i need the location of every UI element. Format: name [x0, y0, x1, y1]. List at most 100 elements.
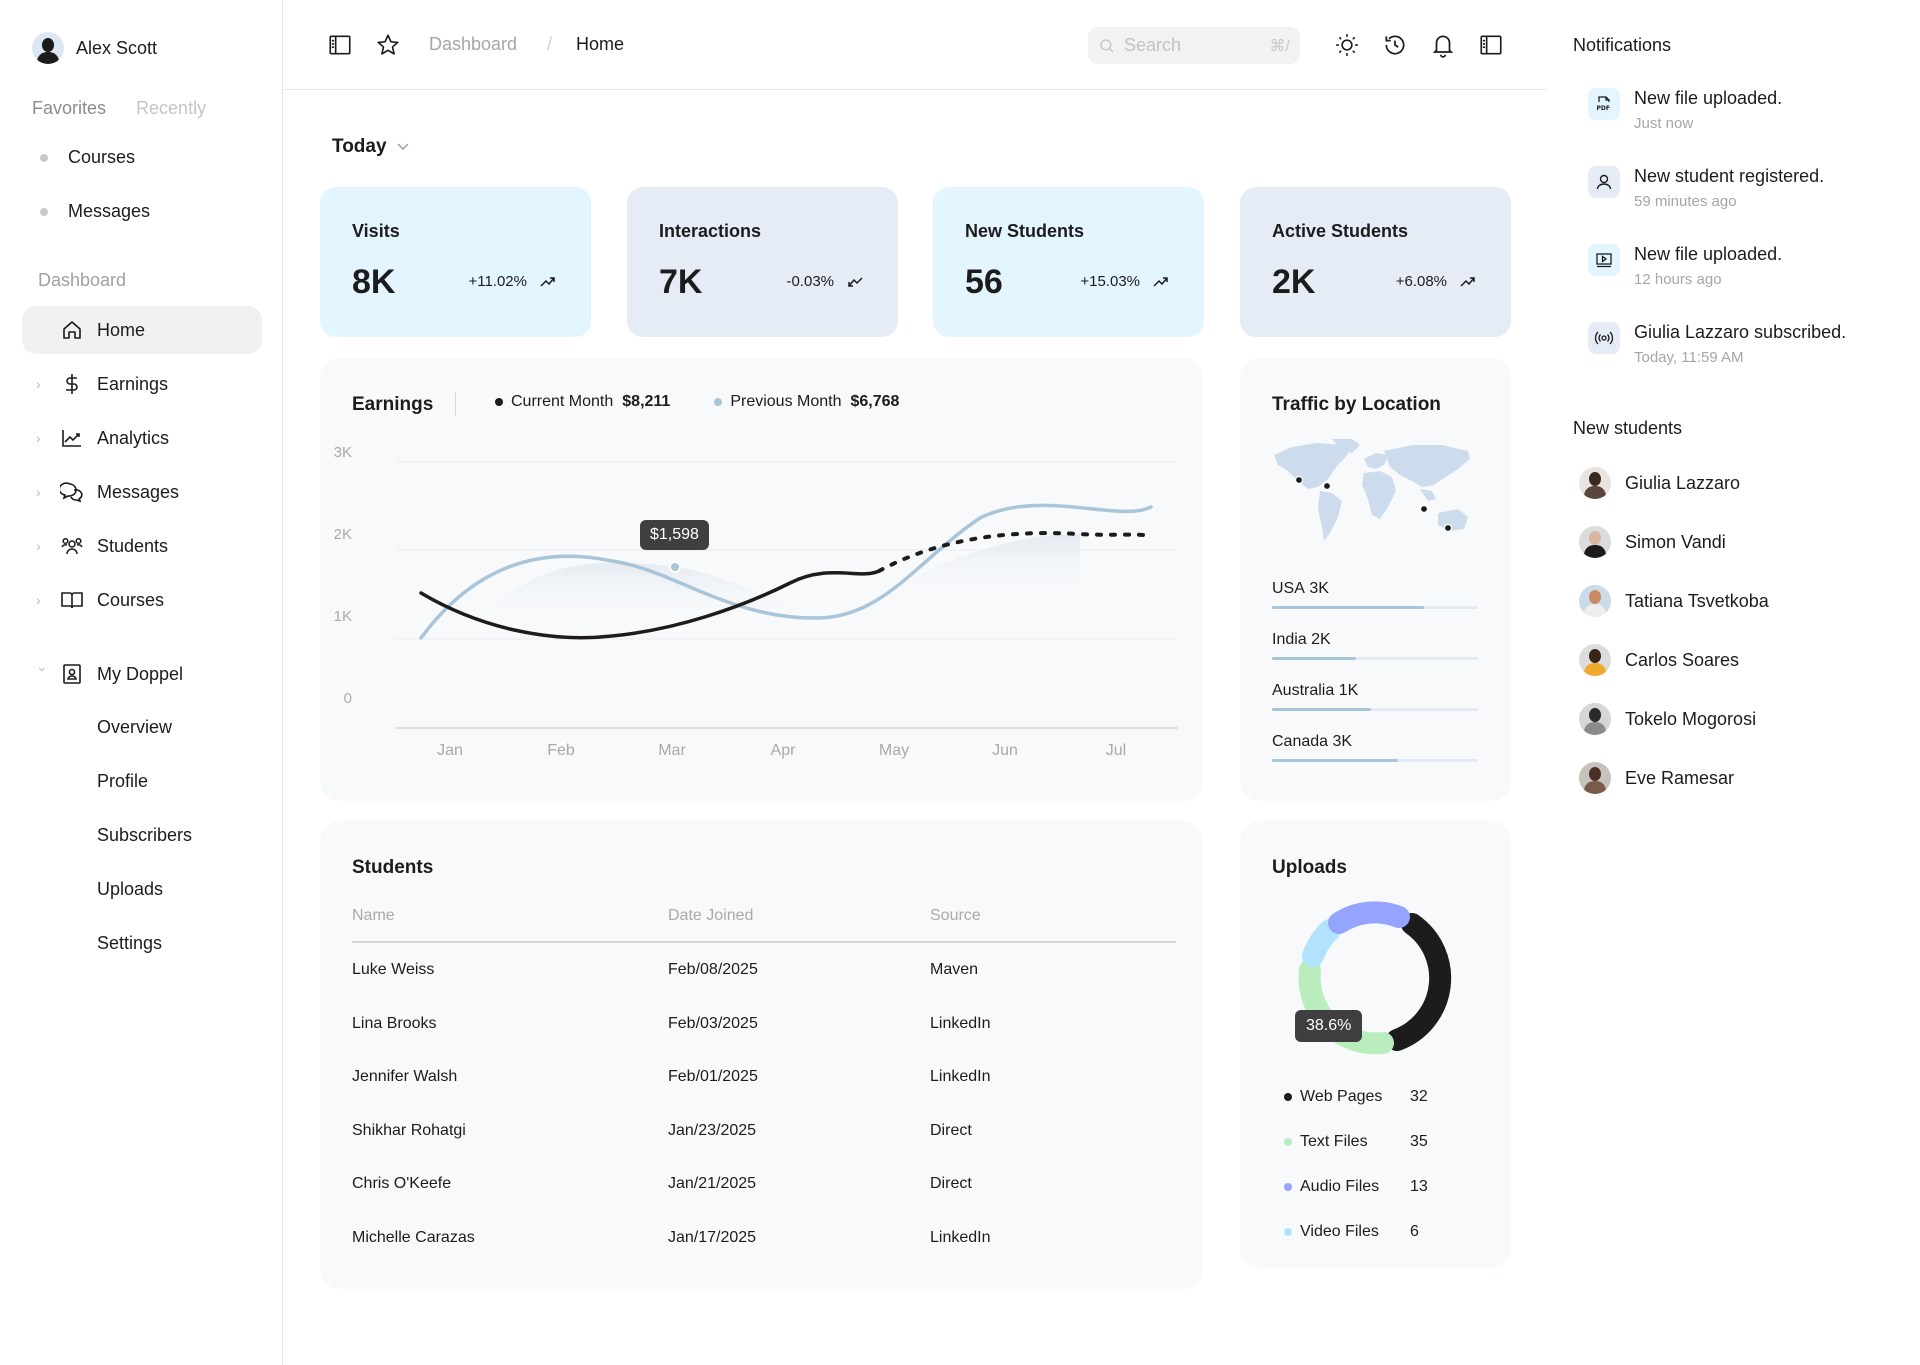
nav-label: Home: [97, 319, 146, 340]
notification-text: New file uploaded.: [1634, 88, 1783, 108]
star-icon[interactable]: [375, 32, 401, 58]
x-tick: Jun: [992, 742, 1018, 759]
search-input[interactable]: Search ⌘/: [1088, 27, 1300, 64]
y-tick: 3K: [333, 444, 352, 461]
nav-label: My Doppel: [97, 663, 184, 684]
student-name: Tokelo Mogorosi: [1625, 708, 1757, 729]
chevron-right-icon: ›: [36, 538, 41, 554]
trend-up-icon: [1153, 277, 1168, 287]
uploads-title: Uploads: [1272, 857, 1347, 878]
user-profile[interactable]: Alex Scott: [32, 32, 157, 64]
history-icon[interactable]: [1382, 32, 1408, 58]
notification-item[interactable]: Giulia Lazzaro subscribed. Today, 11:59 …: [1588, 322, 1908, 382]
divider: [455, 392, 456, 416]
student-name: Carlos Soares: [1625, 649, 1740, 670]
sidebar-item-earnings[interactable]: › Earnings: [22, 360, 262, 408]
breadcrumb-separator: /: [547, 34, 553, 54]
new-student-item[interactable]: Eve Ramesar: [1579, 762, 1734, 794]
new-student-item[interactable]: Simon Vandi: [1579, 526, 1726, 558]
sidebar-subitem-subscribers[interactable]: Subscribers: [97, 825, 193, 845]
avatar: [1579, 644, 1611, 676]
cell-source: LinkedIn: [930, 1229, 991, 1246]
location-label: India 2K: [1272, 631, 1331, 648]
notification-time: Just now: [1634, 115, 1694, 132]
stat-delta: -0.03%: [786, 273, 834, 290]
new-student-item[interactable]: Carlos Soares: [1579, 644, 1739, 676]
cell-date: Feb/01/2025: [668, 1068, 758, 1085]
sidebar-item-analytics[interactable]: › Analytics: [22, 414, 262, 462]
sidebar-item-home[interactable]: Home: [22, 306, 262, 354]
favorite-label: Courses: [68, 147, 136, 167]
location-bar: [1272, 606, 1478, 609]
avatar: [1579, 467, 1611, 499]
column-header-name[interactable]: Name: [352, 907, 395, 924]
donut-tooltip: 38.6%: [1295, 1010, 1363, 1042]
stat-value: 56: [965, 263, 1003, 301]
tab-recently[interactable]: Recently: [136, 98, 207, 118]
period-dropdown[interactable]: Today: [332, 136, 409, 158]
stat-card-active-students[interactable]: Active Students 2K +6.08%: [1240, 187, 1511, 337]
bell-icon[interactable]: [1430, 32, 1456, 58]
cell-name: Luke Weiss: [352, 961, 435, 978]
legend-value-current: $8,211: [622, 393, 671, 410]
breadcrumb-home[interactable]: Home: [576, 34, 625, 54]
earnings-legend: Current Month $8,211 Previous Month $6,7…: [495, 393, 943, 411]
stat-card-new-students[interactable]: New Students 56 +15.03%: [933, 187, 1204, 337]
stat-card-interactions[interactable]: Interactions 7K -0.03%: [627, 187, 898, 337]
right-panel-toggle-icon[interactable]: [1478, 32, 1504, 58]
x-tick: Jul: [1105, 742, 1127, 759]
favorite-item-messages[interactable]: Messages: [40, 201, 150, 222]
user-icon: [1588, 166, 1620, 198]
sidebar-item-messages[interactable]: › Messages: [22, 468, 262, 516]
x-tick: May: [878, 742, 910, 759]
cell-source: Direct: [930, 1175, 972, 1192]
sidebar-subitem-overview[interactable]: Overview: [97, 717, 173, 737]
column-header-source[interactable]: Source: [930, 907, 981, 924]
tab-favorites[interactable]: Favorites: [32, 98, 107, 118]
legend-dot: [1284, 1228, 1292, 1236]
notification-item[interactable]: PDF New file uploaded. Just now: [1588, 88, 1908, 148]
student-name: Giulia Lazzaro: [1625, 472, 1741, 493]
favorite-item-courses[interactable]: Courses: [40, 147, 135, 168]
sidebar-item-my-doppel[interactable]: › My Doppel: [22, 650, 262, 698]
new-student-item[interactable]: Giulia Lazzaro: [1579, 467, 1740, 499]
chevron-right-icon: ›: [36, 484, 41, 500]
favorite-label: Messages: [68, 201, 151, 221]
users-icon: [61, 537, 83, 555]
bullet-icon: [40, 153, 48, 162]
sun-icon[interactable]: [1334, 32, 1360, 58]
new-student-item[interactable]: Tatiana Tsvetkoba: [1579, 585, 1769, 617]
sidebar-subitem-profile[interactable]: Profile: [97, 771, 149, 791]
top-header: Dashboard / Home Search ⌘/: [284, 0, 1547, 90]
legend-item-text-files: Text Files 35: [1284, 1133, 1428, 1151]
trend-down-icon: [848, 277, 863, 287]
location-bar: [1272, 708, 1478, 711]
sidebar-item-courses[interactable]: › Courses: [22, 576, 262, 624]
students-title: Students: [352, 857, 434, 878]
legend-item-audio-files: Audio Files 13: [1284, 1178, 1428, 1196]
x-tick: Feb: [547, 742, 575, 759]
new-student-item[interactable]: Tokelo Mogorosi: [1579, 703, 1756, 735]
notifications-title: Notifications: [1573, 35, 1672, 55]
cell-source: LinkedIn: [930, 1068, 991, 1085]
legend-item-web-pages: Web Pages 32: [1284, 1088, 1428, 1106]
notification-item[interactable]: New file uploaded. 12 hours ago: [1588, 244, 1908, 304]
favorites-tabs: Favorites Recently: [32, 98, 206, 119]
stat-title: Interactions: [659, 221, 762, 241]
sidebar-item-students[interactable]: › Students: [22, 522, 262, 570]
breadcrumb-dashboard[interactable]: Dashboard: [429, 34, 518, 54]
notification-text: Giulia Lazzaro subscribed.: [1634, 322, 1847, 342]
stat-card-visits[interactable]: Visits 8K +11.02%: [320, 187, 591, 337]
stat-title: New Students: [965, 221, 1085, 241]
search-shortcut: ⌘/: [1269, 37, 1290, 55]
sidebar-subitem-uploads[interactable]: Uploads: [97, 879, 164, 899]
notification-item[interactable]: New student registered. 59 minutes ago: [1588, 166, 1908, 226]
pdf-file-icon: PDF: [1588, 88, 1620, 120]
legend-dot: [1284, 1183, 1292, 1191]
sidebar-toggle-icon[interactable]: [327, 32, 353, 58]
column-header-date-joined[interactable]: Date Joined: [668, 907, 754, 924]
sidebar-subitem-settings[interactable]: Settings: [97, 933, 163, 953]
home-icon: [63, 321, 81, 339]
trend-up-icon: [1460, 277, 1475, 287]
notification-time: 12 hours ago: [1634, 271, 1722, 288]
